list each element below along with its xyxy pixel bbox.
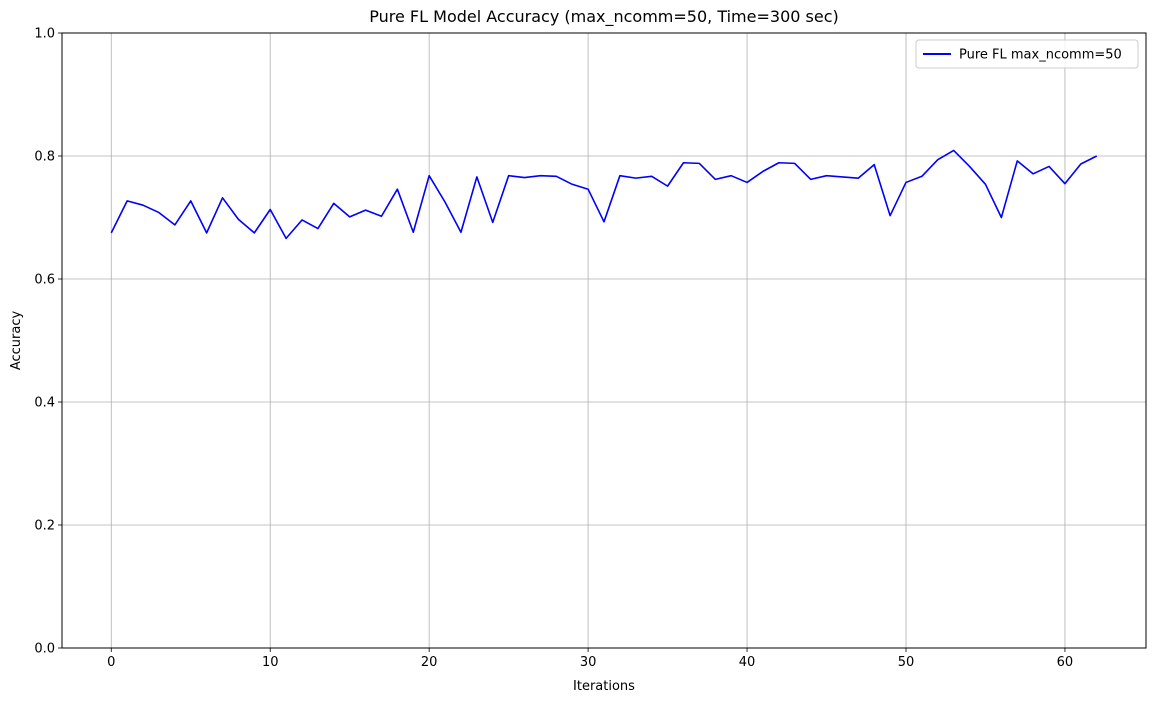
x-tick-label: 30 bbox=[580, 655, 597, 670]
ticks: 0 10 20 30 40 50 60 0.0 0.2 0.4 0.6 0.8 1.0 bbox=[34, 27, 1073, 671]
x-tick-label: 60 bbox=[1057, 655, 1074, 670]
legend: Pure FL max_ncomm=50 bbox=[915, 39, 1139, 69]
legend-label: Pure FL max_ncomm=50 bbox=[959, 48, 1122, 63]
y-tick-label: 0.8 bbox=[34, 150, 55, 165]
y-tick-label: 1.0 bbox=[34, 27, 55, 42]
series-line bbox=[110, 149, 1098, 240]
y-axis-label: Accuracy bbox=[9, 311, 24, 371]
axes-frame bbox=[61, 32, 1147, 649]
plot-area bbox=[110, 149, 1098, 240]
x-axis-label: Iterations bbox=[573, 679, 635, 694]
x-tick-label: 20 bbox=[421, 655, 438, 670]
chart-title: Pure FL Model Accuracy (max_ncomm=50, Ti… bbox=[369, 7, 838, 27]
x-tick-label: 0 bbox=[107, 655, 115, 670]
grid bbox=[62, 32, 1146, 649]
y-tick-label: 0.6 bbox=[34, 273, 55, 288]
y-tick-label: 0.4 bbox=[34, 396, 55, 411]
legend-box bbox=[915, 39, 1139, 69]
y-tick-label: 0.2 bbox=[34, 519, 55, 534]
y-tick-label: 0.0 bbox=[34, 642, 55, 657]
x-tick-label: 40 bbox=[739, 655, 756, 670]
x-tick-label: 10 bbox=[262, 655, 279, 670]
x-tick-label: 50 bbox=[898, 655, 915, 670]
